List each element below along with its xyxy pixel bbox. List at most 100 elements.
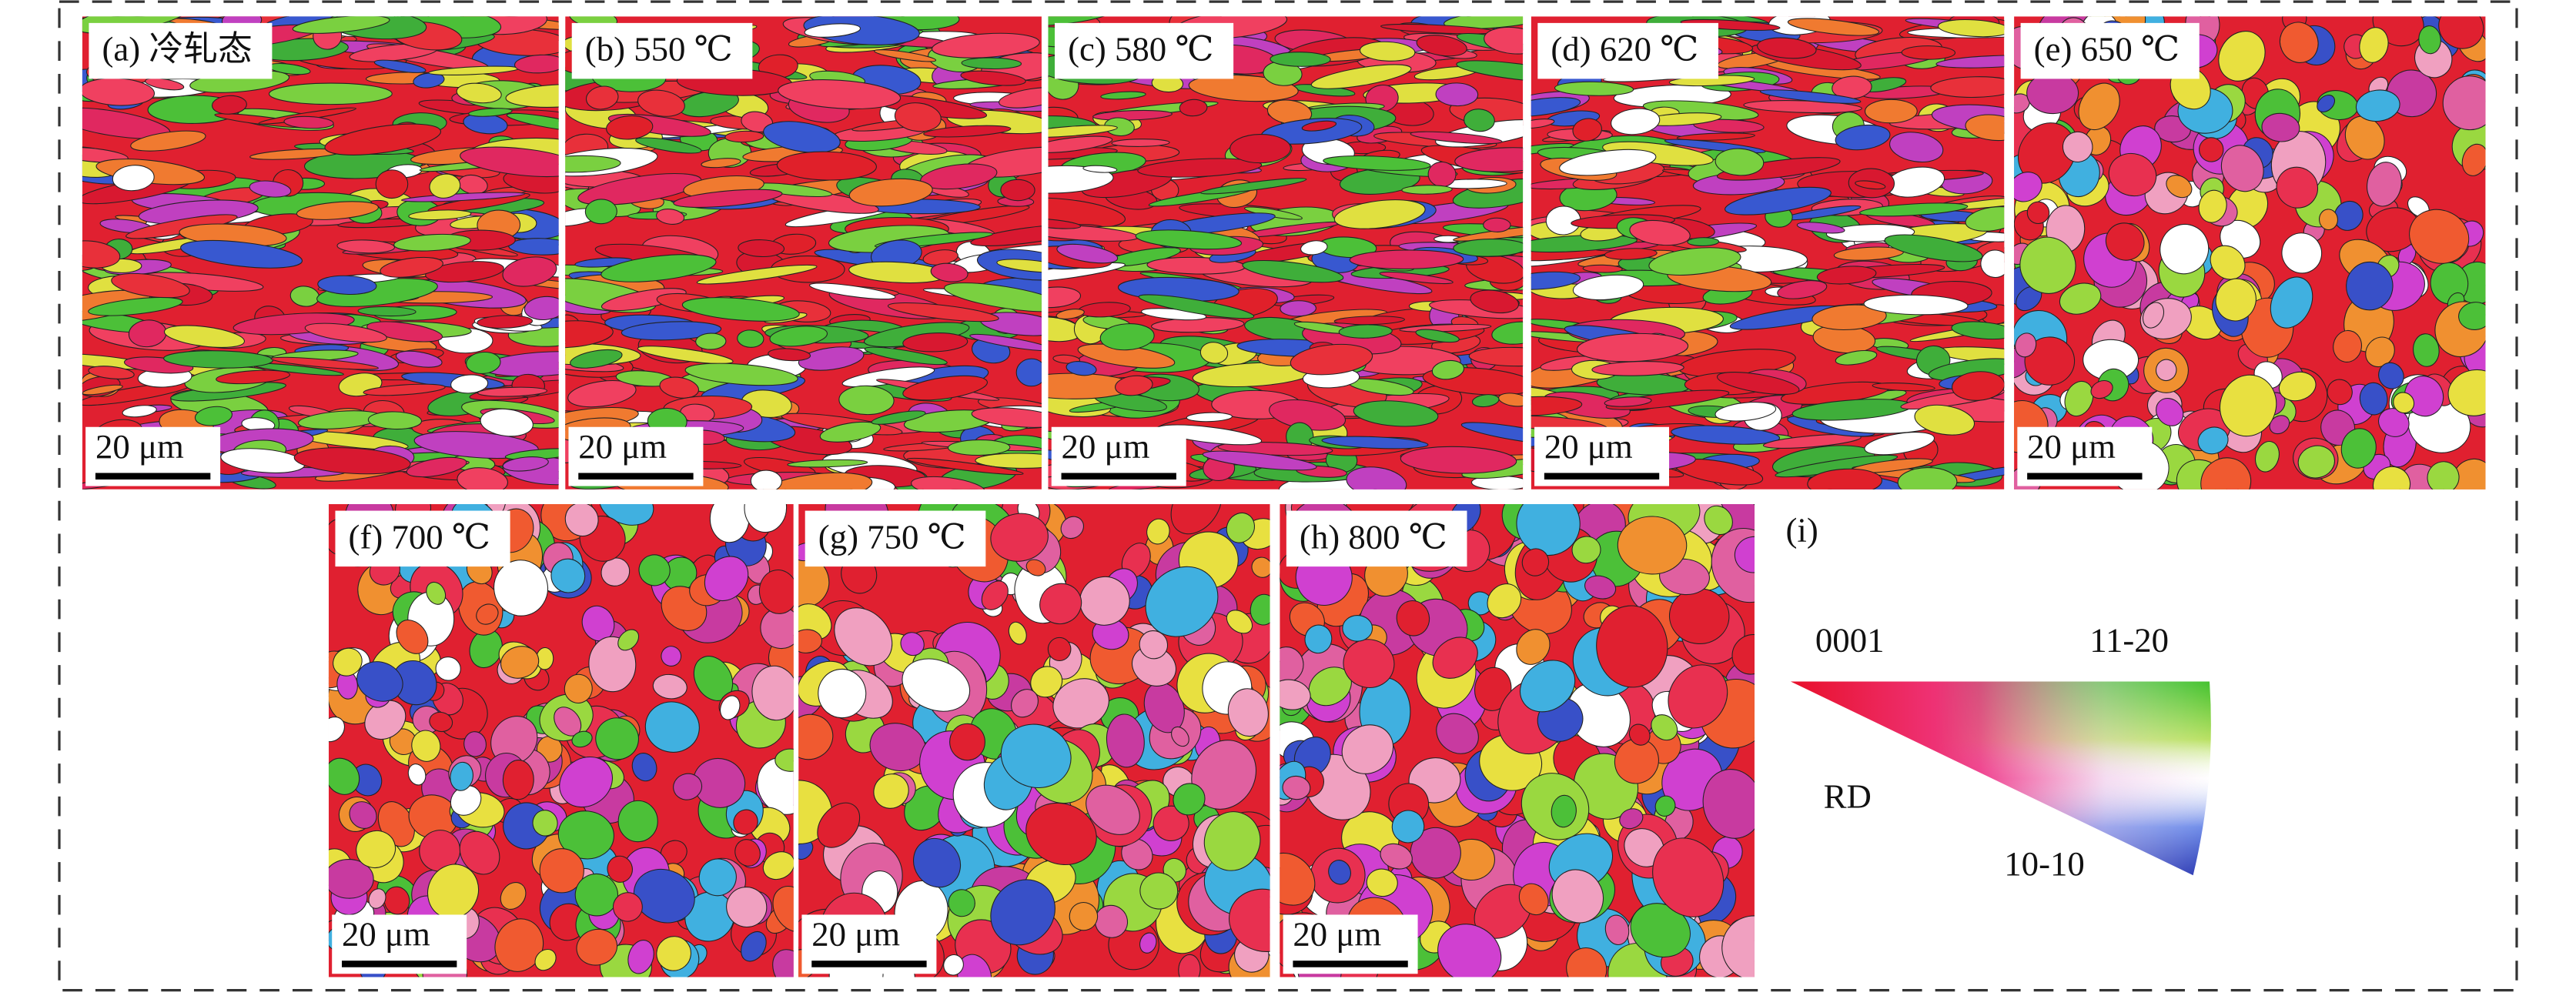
- grain: [1301, 120, 1337, 132]
- grain: [874, 49, 937, 62]
- grain: [1762, 433, 1862, 449]
- grain: [413, 72, 445, 89]
- grain: [586, 85, 619, 110]
- grain: [1453, 239, 1524, 257]
- grain: [631, 753, 657, 782]
- grain: [1173, 783, 1206, 816]
- grain: [911, 476, 986, 489]
- grain: [514, 54, 559, 74]
- label-box: [1537, 22, 1718, 79]
- grain: [1066, 361, 1097, 376]
- grain: [1323, 155, 1431, 171]
- grain: [1470, 289, 1520, 314]
- grain: [738, 239, 785, 258]
- grain: [769, 326, 828, 347]
- grain: [607, 855, 633, 883]
- grain: [426, 581, 447, 605]
- grain: [1137, 158, 1263, 178]
- ebsd-map: [1531, 16, 2005, 489]
- grain: [1025, 802, 1097, 866]
- grain: [216, 369, 290, 385]
- grain: [349, 801, 377, 829]
- scale-bar: [2027, 473, 2143, 480]
- grain: [1227, 688, 1269, 737]
- grain: [2019, 236, 2076, 294]
- grain: [1200, 178, 1307, 195]
- grain: [1897, 467, 1958, 489]
- grain: [902, 375, 988, 401]
- corner-label: 0001: [1815, 621, 1885, 660]
- grain: [1965, 114, 2005, 142]
- grain: [130, 130, 206, 152]
- grain: [733, 809, 758, 835]
- grain: [456, 82, 502, 104]
- grain: [760, 606, 794, 650]
- grain: [500, 882, 527, 910]
- grain: [112, 165, 155, 192]
- grain: [601, 254, 717, 282]
- grain: [1094, 904, 1129, 938]
- grain: [1777, 280, 1828, 299]
- grain: [1468, 346, 1524, 367]
- grain: [960, 70, 1026, 86]
- grain: [1807, 468, 1882, 489]
- grain: [1444, 16, 1524, 29]
- grain: [1460, 422, 1524, 446]
- grain: [396, 620, 429, 654]
- grain: [1000, 179, 1035, 202]
- grain: [367, 411, 423, 430]
- grain: [1796, 222, 1845, 234]
- grain: [268, 82, 393, 105]
- grain: [2344, 115, 2385, 160]
- grain: [1111, 139, 1170, 147]
- grain: [1980, 249, 2005, 279]
- grain: [2078, 82, 2120, 130]
- scale-bar-label: 20 μm: [578, 427, 667, 466]
- grain: [1310, 64, 1412, 89]
- grain: [1734, 536, 1755, 573]
- label-box: [805, 510, 986, 567]
- grain: [1759, 89, 1862, 104]
- grain: [1171, 726, 1189, 747]
- grain: [2155, 359, 2177, 382]
- grain: [1629, 219, 1691, 246]
- grain: [2447, 369, 2486, 416]
- grain: [1951, 321, 2005, 340]
- grain: [2393, 392, 2415, 414]
- grain: [2108, 152, 2157, 197]
- panel-label: (c) 580 ℃: [1068, 30, 1213, 68]
- legend-label: (i): [1786, 511, 1818, 550]
- grain: [1008, 621, 1027, 645]
- grain: [564, 673, 593, 704]
- grain: [913, 837, 962, 888]
- grain: [975, 453, 1042, 469]
- grain: [698, 858, 737, 897]
- grain: [2297, 445, 2335, 479]
- grain: [1341, 724, 1394, 774]
- grain: [757, 757, 794, 815]
- grain: [1410, 827, 1461, 879]
- grain: [2319, 209, 2338, 231]
- grain: [557, 810, 614, 860]
- grain: [838, 385, 895, 416]
- grain: [1400, 446, 1517, 474]
- grain: [476, 603, 499, 625]
- grain: [366, 321, 443, 342]
- grain: [1582, 264, 1623, 273]
- grain: [463, 731, 487, 757]
- grain: [1668, 664, 1728, 729]
- scale-bar: [811, 961, 927, 967]
- grain: [1048, 165, 1114, 194]
- grain: [1401, 185, 1453, 195]
- grain: [296, 201, 379, 220]
- scale-bar-label: 20 μm: [1062, 427, 1150, 466]
- grain: [1135, 229, 1243, 250]
- grain: [1202, 450, 1317, 471]
- grain: [701, 158, 741, 169]
- grain: [2427, 461, 2460, 489]
- grain: [2355, 89, 2400, 122]
- grain: [2159, 224, 2210, 275]
- grain: [180, 239, 303, 269]
- grain: [1648, 247, 1741, 276]
- grain: [902, 658, 971, 712]
